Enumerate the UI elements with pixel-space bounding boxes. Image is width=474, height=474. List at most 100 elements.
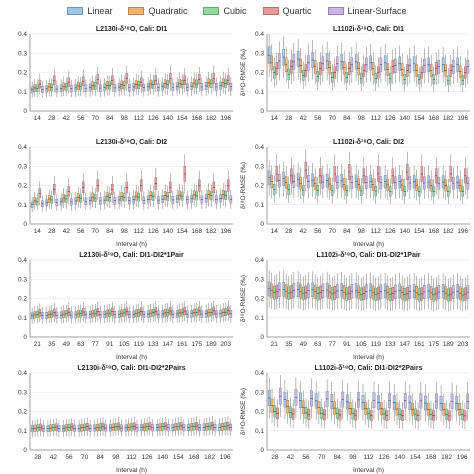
box-cubic <box>320 398 324 428</box>
box-linear <box>455 384 459 422</box>
box-linear-surface <box>213 418 217 437</box>
x-tick-label: 98 <box>112 454 120 461</box>
box-linear <box>124 419 128 437</box>
box-linear-surface <box>423 167 426 199</box>
x-tick-label: 154 <box>414 115 425 122</box>
x-tick-label: 42 <box>50 454 58 461</box>
chart-title: L1102i-δ¹⁸O, Cali: DI2 <box>333 139 404 146</box>
x-tick-label: 63 <box>314 341 322 348</box>
box-quadratic <box>221 417 224 436</box>
box-cubic <box>122 186 126 208</box>
y-tick-label: 0.2 <box>18 70 27 77</box>
chart-title: L2130i-δ¹⁸O, Cali: DI1-DI2*2Pairs <box>77 365 185 372</box>
box-quartic <box>290 49 293 84</box>
box-linear-surface <box>321 165 325 199</box>
x-tick-label: 70 <box>92 228 100 235</box>
box-cubic <box>446 68 450 93</box>
x-tick-label: 133 <box>148 341 159 348</box>
box-linear <box>267 270 271 308</box>
box-linear-surface <box>278 271 281 309</box>
box-linear-surface <box>292 271 296 309</box>
box-quadratic <box>317 391 321 425</box>
box-quartic <box>198 170 201 201</box>
box-quartic <box>385 402 389 429</box>
box-cubic <box>93 76 97 96</box>
box-cubic <box>417 66 421 92</box>
box-cubic <box>79 188 83 209</box>
x-tick-label: 168 <box>191 115 202 122</box>
x-tick-label: 56 <box>77 115 85 122</box>
box-quartic <box>406 151 409 193</box>
box-linear <box>175 304 179 323</box>
box-quadratic <box>120 304 123 323</box>
box-quadratic <box>192 72 196 94</box>
box-linear <box>88 78 92 97</box>
box-quartic <box>125 65 129 92</box>
box-quadratic <box>357 52 360 86</box>
box-linear <box>340 42 343 82</box>
axis-line <box>266 147 470 225</box>
box-linear-surface <box>70 79 73 98</box>
box-quartic <box>96 170 100 201</box>
box-linear <box>325 271 329 309</box>
box-quartic <box>391 157 395 195</box>
box-quartic <box>323 401 326 429</box>
x-tick-label: 21 <box>34 341 42 348</box>
box-cubic <box>114 417 118 436</box>
box-quartic <box>67 178 71 205</box>
box-linear-surface <box>104 419 108 437</box>
box-quartic <box>391 49 395 84</box>
box-cubic <box>166 185 170 208</box>
box-cubic <box>359 177 363 204</box>
box-quadratic <box>284 273 288 310</box>
box-cubic <box>287 60 291 89</box>
box-cubic <box>166 74 170 95</box>
x-tick-label: 98 <box>358 228 366 235</box>
box-cubic <box>461 278 465 312</box>
box-linear <box>369 272 372 309</box>
x-tick-label: 147 <box>399 341 410 348</box>
x-tick-label: 42 <box>63 228 71 235</box>
box-linear <box>424 384 427 422</box>
box-quartic <box>377 154 380 194</box>
y-tick-label: 0.4 <box>255 257 264 264</box>
box-quartic <box>406 54 409 87</box>
x-tick-label: 105 <box>119 341 130 348</box>
box-quadratic <box>120 74 123 96</box>
x-tick-label: 140 <box>394 454 405 461</box>
box-cubic <box>398 400 402 429</box>
x-tick-label: 70 <box>81 454 89 461</box>
box-cubic <box>359 277 363 311</box>
box-linear <box>30 197 34 213</box>
box-cubic <box>345 64 349 91</box>
box-linear-surface <box>307 44 310 82</box>
box-linear-surface <box>70 193 73 211</box>
x-tick-label: 140 <box>162 115 173 122</box>
x-tick-label: 182 <box>204 454 215 461</box>
x-tick-label: 112 <box>134 115 145 122</box>
box-quartic <box>38 73 42 95</box>
box-cubic <box>429 400 433 429</box>
box-linear <box>93 419 97 437</box>
box-cubic <box>209 302 213 322</box>
box-quadratic <box>91 75 94 96</box>
box-quadratic <box>207 183 210 207</box>
box-cubic <box>52 418 55 437</box>
box-linear <box>392 384 396 422</box>
y-tick-label: 0.4 <box>18 144 27 151</box>
box-cubic <box>388 178 392 205</box>
box-quartic <box>348 151 351 193</box>
box-linear-surface <box>450 382 454 421</box>
box-quadratic <box>47 305 51 324</box>
box-linear-surface <box>307 272 310 309</box>
box-linear-surface <box>120 419 123 437</box>
x-tick-label: 112 <box>371 115 382 122</box>
box-quadratic <box>221 303 225 323</box>
box-linear <box>219 304 222 323</box>
box-linear-surface <box>128 191 131 210</box>
box-quadratic <box>205 417 209 436</box>
box-quartic <box>169 300 172 322</box>
x-tick-label: 28 <box>285 115 293 122</box>
box-quartic <box>125 173 129 202</box>
box-linear <box>132 77 135 97</box>
